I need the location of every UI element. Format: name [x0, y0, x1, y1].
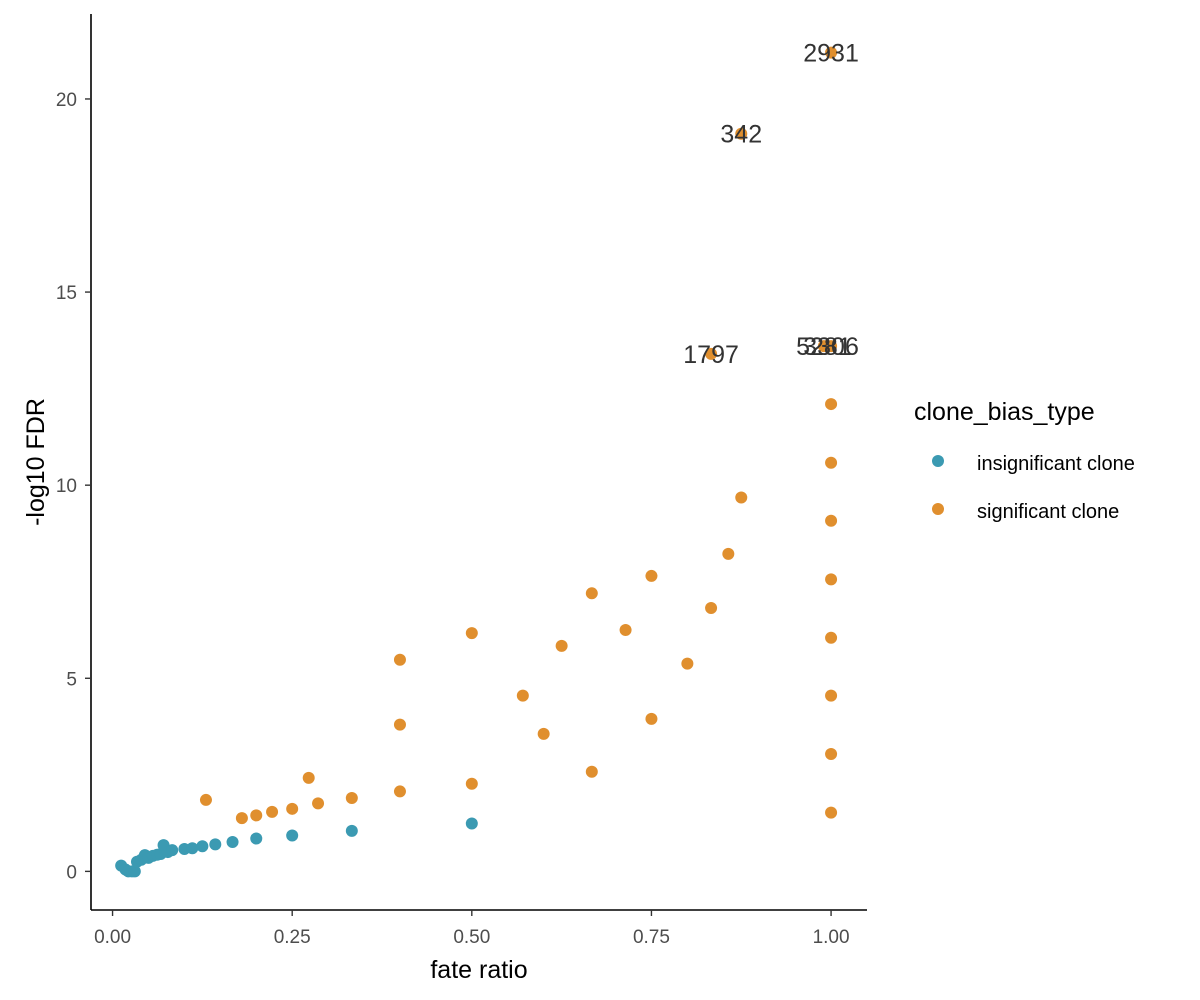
data-point-significant	[825, 631, 838, 644]
y-tick-label: 15	[56, 283, 77, 304]
x-tick-label: 1.00	[813, 927, 850, 948]
data-point-significant	[825, 514, 838, 527]
point-label: 5281	[796, 333, 852, 361]
data-point-significant	[250, 809, 263, 822]
data-point-significant	[705, 347, 718, 360]
data-point-significant	[619, 624, 632, 636]
data-point-significant	[645, 712, 658, 725]
x-axis-title: fate ratio	[430, 956, 527, 984]
data-point-significant	[735, 127, 748, 140]
data-point-significant	[286, 802, 299, 815]
data-point-significant	[555, 639, 568, 652]
data-point-significant	[825, 340, 838, 353]
data-point-insignificant	[166, 844, 179, 857]
data-point-insignificant	[186, 842, 199, 855]
data-point-insignificant	[345, 824, 358, 837]
data-point-significant	[516, 689, 529, 702]
x-tick-label: 0.25	[274, 927, 311, 948]
y-axis-title: -log10 FDR	[22, 398, 50, 526]
data-point-significant	[585, 587, 598, 600]
data-point-significant	[393, 785, 406, 798]
point-label: 2931	[803, 40, 859, 68]
data-point-significant	[825, 46, 838, 59]
data-point-significant	[537, 727, 550, 740]
data-point-significant	[266, 805, 279, 818]
x-tick-label: 0.50	[453, 927, 490, 948]
data-point-insignificant	[286, 829, 299, 842]
data-point-insignificant	[196, 840, 209, 853]
data-point-significant	[302, 771, 315, 784]
data-point-insignificant	[465, 817, 478, 830]
data-point-significant	[585, 765, 598, 778]
data-point-significant	[312, 797, 325, 810]
data-point-significant	[235, 812, 248, 825]
points-group	[115, 46, 838, 878]
data-point-significant	[393, 653, 406, 666]
data-point-significant	[722, 547, 735, 560]
x-tick-label: 0.75	[633, 927, 670, 948]
y-tick-label: 0	[66, 862, 77, 883]
legend-title: clone_bias_type	[914, 398, 1095, 426]
data-point-significant	[825, 456, 838, 469]
data-point-insignificant	[250, 832, 263, 845]
x-tick-label: 0.00	[94, 927, 131, 948]
legend-swatch-insignificant	[932, 455, 944, 467]
data-point-significant	[465, 627, 478, 640]
data-point-significant	[645, 569, 658, 582]
legend-swatch-significant	[932, 503, 944, 515]
data-point-significant	[825, 747, 838, 760]
data-point-significant	[393, 718, 406, 731]
data-point-significant	[345, 792, 358, 804]
data-point-insignificant	[128, 865, 141, 878]
legend-label-significant: significant clone	[977, 501, 1119, 523]
y-tick-label: 5	[66, 669, 77, 690]
legend-label-insignificant: insignificant clone	[977, 453, 1135, 475]
data-point-insignificant	[226, 836, 239, 849]
legend: clone_bias_type insignificant clone sign…	[914, 398, 1135, 523]
data-point-significant	[825, 398, 838, 411]
point-label: 3306	[803, 333, 859, 361]
axes-group: 0.00 0.25 0.50 0.75 1.00 0 5 10 15 20	[56, 14, 867, 948]
data-point-significant	[199, 793, 212, 806]
y-tick-label: 20	[56, 90, 77, 111]
y-tick-label: 10	[56, 476, 77, 497]
point-label: 342	[720, 121, 762, 149]
data-point-significant	[465, 777, 478, 790]
data-point-significant	[705, 601, 718, 614]
data-point-insignificant	[209, 838, 222, 851]
data-point-significant	[681, 657, 694, 670]
data-point-significant	[825, 573, 838, 586]
point-label: 1797	[683, 341, 739, 369]
data-point-significant	[735, 491, 748, 504]
data-point-significant	[825, 806, 838, 819]
data-point-significant	[825, 689, 838, 702]
